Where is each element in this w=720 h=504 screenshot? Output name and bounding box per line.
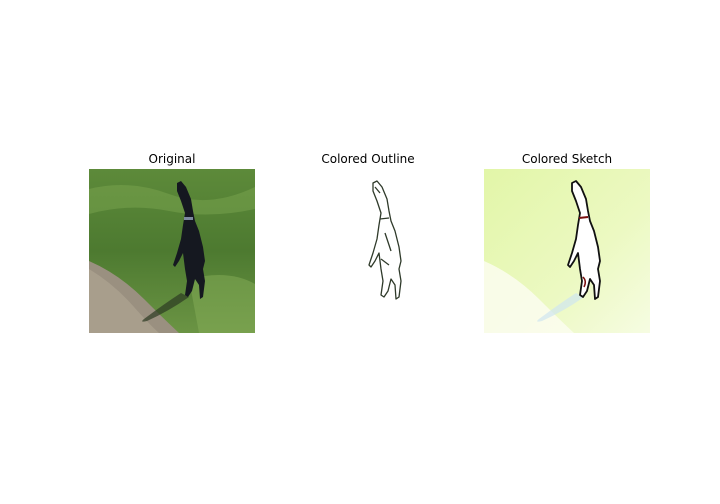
grass-highlight <box>89 185 255 215</box>
dog-shadow <box>142 293 189 322</box>
original-photo <box>89 169 255 333</box>
panel-outline: Colored Outline <box>285 150 451 333</box>
sketch-dog <box>567 180 601 300</box>
dog-collar <box>184 217 193 220</box>
outline-image <box>285 169 451 333</box>
dog-outline <box>368 180 402 300</box>
dirt-path-edge <box>89 269 159 333</box>
panel-sketch: Colored Sketch <box>484 150 650 333</box>
grass-highlight-2 <box>189 275 255 333</box>
panel-title-sketch: Colored Sketch <box>521 152 613 166</box>
dog-figure <box>173 181 205 299</box>
panel-title-original: Original <box>148 152 196 166</box>
panel-original: Original <box>89 150 255 333</box>
sketch-shadow <box>537 293 584 322</box>
panel-title-outline: Colored Outline <box>321 152 415 166</box>
sketch-image <box>484 169 650 333</box>
